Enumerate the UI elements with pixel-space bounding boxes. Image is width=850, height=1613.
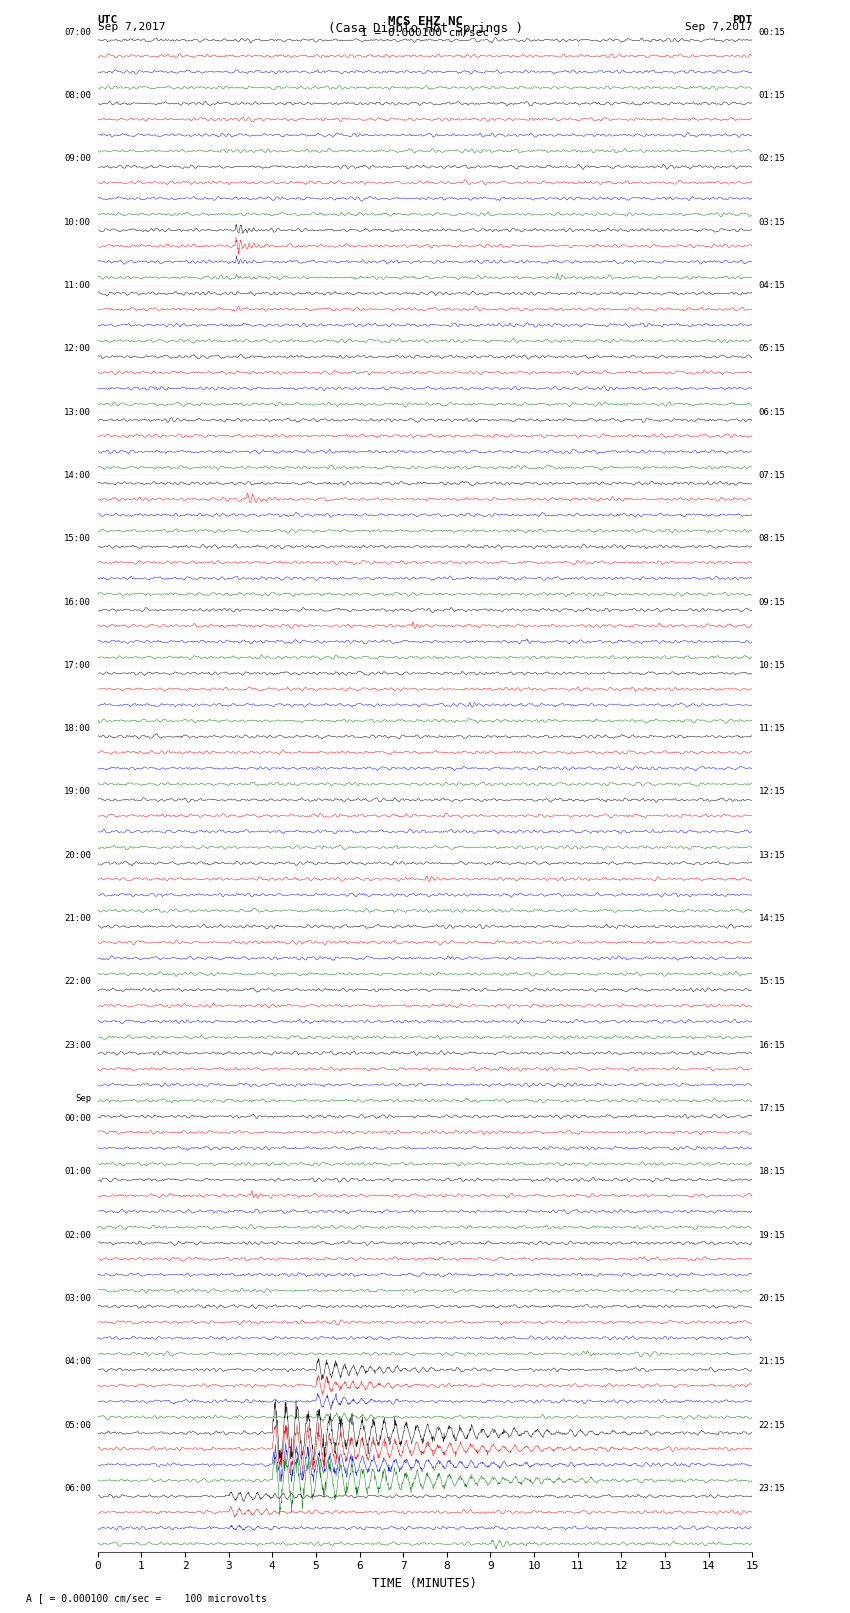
Text: 14:00: 14:00 — [65, 471, 91, 481]
Text: 20:00: 20:00 — [65, 850, 91, 860]
Text: 17:00: 17:00 — [65, 661, 91, 669]
Text: 22:00: 22:00 — [65, 977, 91, 987]
Text: 00:00: 00:00 — [65, 1113, 91, 1123]
Text: 19:15: 19:15 — [759, 1231, 785, 1240]
Text: 16:00: 16:00 — [65, 597, 91, 606]
Text: 19:00: 19:00 — [65, 787, 91, 797]
Text: I = 0.000100 cm/sec: I = 0.000100 cm/sec — [361, 27, 489, 37]
Text: 09:00: 09:00 — [65, 155, 91, 163]
Text: 21:00: 21:00 — [65, 915, 91, 923]
Text: 04:00: 04:00 — [65, 1357, 91, 1366]
Text: 04:15: 04:15 — [759, 281, 785, 290]
Text: 16:15: 16:15 — [759, 1040, 785, 1050]
Text: 01:00: 01:00 — [65, 1168, 91, 1176]
Text: 17:15: 17:15 — [759, 1103, 785, 1113]
Text: Sep 7,2017: Sep 7,2017 — [685, 23, 752, 32]
Text: 00:15: 00:15 — [759, 27, 785, 37]
Text: UTC: UTC — [98, 16, 118, 26]
Text: 20:15: 20:15 — [759, 1294, 785, 1303]
Text: 21:15: 21:15 — [759, 1357, 785, 1366]
Text: 11:00: 11:00 — [65, 281, 91, 290]
Text: 06:15: 06:15 — [759, 408, 785, 416]
Text: 05:00: 05:00 — [65, 1421, 91, 1429]
Text: 06:00: 06:00 — [65, 1484, 91, 1494]
Text: 10:15: 10:15 — [759, 661, 785, 669]
Text: 12:15: 12:15 — [759, 787, 785, 797]
Text: 05:15: 05:15 — [759, 344, 785, 353]
Text: 07:15: 07:15 — [759, 471, 785, 481]
Text: 18:00: 18:00 — [65, 724, 91, 734]
Text: 03:00: 03:00 — [65, 1294, 91, 1303]
Text: 22:15: 22:15 — [759, 1421, 785, 1429]
Text: 01:15: 01:15 — [759, 90, 785, 100]
Text: Sep: Sep — [75, 1095, 91, 1103]
Text: 02:00: 02:00 — [65, 1231, 91, 1240]
Text: 08:15: 08:15 — [759, 534, 785, 544]
Text: 13:00: 13:00 — [65, 408, 91, 416]
Text: A [ = 0.000100 cm/sec =    100 microvolts: A [ = 0.000100 cm/sec = 100 microvolts — [26, 1594, 266, 1603]
Text: 15:15: 15:15 — [759, 977, 785, 987]
Text: PDT: PDT — [732, 16, 752, 26]
Text: 08:00: 08:00 — [65, 90, 91, 100]
Text: 13:15: 13:15 — [759, 850, 785, 860]
Text: 02:15: 02:15 — [759, 155, 785, 163]
Text: 18:15: 18:15 — [759, 1168, 785, 1176]
Text: 23:00: 23:00 — [65, 1040, 91, 1050]
Text: 07:00: 07:00 — [65, 27, 91, 37]
Text: (Casa Diablo Hot Springs ): (Casa Diablo Hot Springs ) — [327, 23, 523, 35]
Text: 15:00: 15:00 — [65, 534, 91, 544]
Text: 10:00: 10:00 — [65, 218, 91, 227]
Text: 03:15: 03:15 — [759, 218, 785, 227]
Text: 12:00: 12:00 — [65, 344, 91, 353]
X-axis label: TIME (MINUTES): TIME (MINUTES) — [372, 1578, 478, 1590]
Text: Sep 7,2017: Sep 7,2017 — [98, 23, 165, 32]
Text: 23:15: 23:15 — [759, 1484, 785, 1494]
Text: 14:15: 14:15 — [759, 915, 785, 923]
Text: 11:15: 11:15 — [759, 724, 785, 734]
Text: 09:15: 09:15 — [759, 597, 785, 606]
Text: MCS EHZ NC: MCS EHZ NC — [388, 16, 462, 29]
